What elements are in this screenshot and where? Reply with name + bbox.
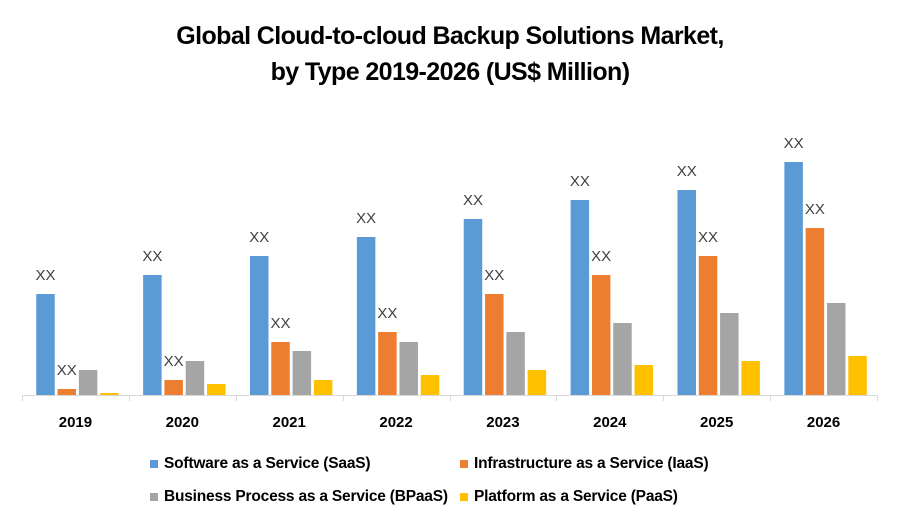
x-tick-label-2020: 2020 [166,414,199,431]
data-label: XX [271,315,291,332]
legend-swatch-iaas [460,460,468,468]
legend-swatch-paas [460,493,468,501]
bar-infrastructure-as-a-service-iaas--2020 [164,380,183,395]
data-label: XX [463,192,483,209]
bar-software-as-a-service-saas--2026 [784,162,803,395]
bar-platform-as-a-service-paas--2019 [100,393,119,395]
bar-software-as-a-service-saas--2023 [463,219,483,395]
bar-infrastructure-as-a-service-iaas--2024 [591,275,611,395]
data-label: XX [677,163,697,180]
bar-business-process-as-a-service-bpaas--2021 [292,351,312,395]
x-tick-label-2023: 2023 [486,414,519,431]
legend-item-bpaas: Business Process as a Service (BPaaS) [150,488,448,506]
bar-software-as-a-service-saas--2020 [143,275,162,395]
legend-swatch-bpaas [150,493,158,501]
x-tick-label-2024: 2024 [593,414,627,431]
bar-platform-as-a-service-paas--2022 [420,375,440,395]
bar-platform-as-a-service-paas--2025 [741,361,760,395]
data-label: XX [57,362,77,379]
bar-infrastructure-as-a-service-iaas--2026 [805,228,825,395]
bar-software-as-a-service-saas--2019 [36,294,55,395]
bar-software-as-a-service-saas--2022 [356,237,376,395]
x-tick-label-2021: 2021 [273,414,306,431]
chart-subtitle: by Type 2019-2026 (US$ Million) [270,58,630,86]
bar-business-process-as-a-service-bpaas--2025 [720,313,739,395]
bar-software-as-a-service-saas--2024 [570,200,590,395]
x-tick-label-2019: 2019 [59,414,92,431]
bar-infrastructure-as-a-service-iaas--2023 [485,294,504,395]
bar-business-process-as-a-service-bpaas--2024 [613,323,632,395]
bar-platform-as-a-service-paas--2024 [634,365,654,395]
data-label: XX [570,173,590,190]
data-label: XX [784,135,804,152]
data-label: XX [377,305,397,322]
bar-platform-as-a-service-paas--2021 [313,380,333,395]
data-label: XX [805,201,825,218]
data-label: XX [142,248,162,265]
legend-item-saas: Software as a Service (SaaS) [150,455,371,473]
data-label: XX [591,248,611,265]
bar-business-process-as-a-service-bpaas--2026 [826,303,846,395]
data-label: XX [484,267,504,284]
legend-label-iaas: Infrastructure as a Service (IaaS) [474,455,709,472]
bar-platform-as-a-service-paas--2023 [527,370,547,395]
x-tick-label-2022: 2022 [379,414,412,431]
bar-infrastructure-as-a-service-iaas--2019 [57,389,77,395]
legend-label-bpaas: Business Process as a Service (BPaaS) [164,488,448,505]
bar-infrastructure-as-a-service-iaas--2022 [378,332,397,395]
bar-platform-as-a-service-paas--2020 [207,384,226,395]
legend-label-saas: Software as a Service (SaaS) [164,455,371,472]
legend-swatch-saas [150,460,158,468]
legend-item-paas: Platform as a Service (PaaS) [460,488,678,506]
data-label: XX [698,229,718,246]
data-label: XX [164,353,184,370]
legend-item-iaas: Infrastructure as a Service (IaaS) [460,455,709,473]
chart-title-line1: Global Cloud-to-cloud Backup Solutions M… [176,22,724,50]
x-tick-label-2026: 2026 [807,414,840,431]
x-tick-label-2025: 2025 [700,414,733,431]
bar-infrastructure-as-a-service-iaas--2021 [271,342,290,395]
data-label: XX [249,229,269,246]
bar-platform-as-a-service-paas--2026 [848,356,867,395]
data-label: XX [35,267,55,284]
bar-infrastructure-as-a-service-iaas--2025 [698,256,718,395]
bar-business-process-as-a-service-bpaas--2019 [78,370,98,395]
data-label: XX [356,210,376,227]
chart-title: Global Cloud-to-cloud Backup Solutions M… [0,18,900,90]
bar-business-process-as-a-service-bpaas--2023 [506,332,525,395]
bar-business-process-as-a-service-bpaas--2020 [185,361,205,395]
bar-business-process-as-a-service-bpaas--2022 [399,342,418,395]
bar-software-as-a-service-saas--2025 [677,190,696,395]
bar-software-as-a-service-saas--2021 [249,256,269,395]
legend-label-paas: Platform as a Service (PaaS) [474,488,678,505]
